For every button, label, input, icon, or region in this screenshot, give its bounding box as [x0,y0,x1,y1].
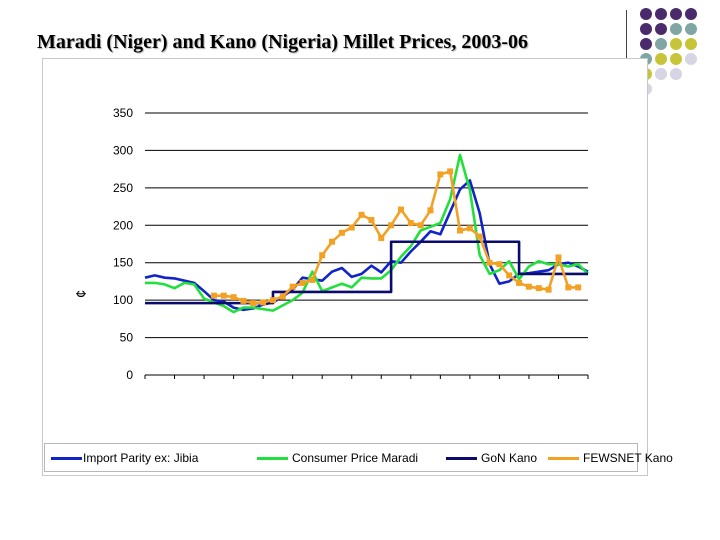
data-point-marker [250,300,257,307]
decorative-dot [670,68,682,80]
decorative-dot [670,23,682,35]
data-point-marker [575,284,582,291]
data-point-marker [535,285,542,292]
y-tick-label: 250 [113,181,133,195]
legend-label-import-parity: Import Parity ex: Jibia [83,451,199,465]
y-tick-label: 200 [113,218,133,232]
data-point-marker [329,238,336,245]
chart-frame [42,58,648,476]
legend-label-gon-kano: GoN Kano [481,451,538,465]
decorative-dot [685,53,697,65]
data-point-marker [525,283,532,290]
y-axis-label: ¢ [73,290,90,298]
data-point-marker [210,292,217,299]
data-point-marker [378,235,385,242]
data-point-marker [230,294,237,301]
data-point-marker [269,297,276,304]
decorative-dot [685,23,697,35]
legend-swatch-import-parity [51,457,82,460]
data-point-marker [348,224,355,231]
data-point-marker [368,217,375,224]
data-point-marker [260,299,267,306]
decorative-dot [640,8,652,20]
y-tick-label: 0 [126,368,133,382]
title-divider [626,10,627,62]
decorative-dot [640,23,652,35]
legend-swatch-consumer-price [257,457,288,460]
series-line-2 [145,240,588,305]
chart-legend: Import Parity ex: Jibia Consumer Price M… [44,443,673,472]
series-line-0 [144,179,589,312]
data-point-marker [338,229,345,236]
decorative-dot [640,38,652,50]
data-point-marker [427,207,434,214]
decorative-dot [655,68,667,80]
decorative-dot [685,8,697,20]
decorative-dot [670,53,682,65]
legend-label-consumer-price: Consumer Price Maradi [292,451,419,465]
y-tick-label: 350 [113,106,133,120]
decorative-dot [655,53,667,65]
data-point-marker [358,211,365,218]
data-point-marker [486,259,493,266]
data-point-marker [417,222,424,229]
data-point-marker [466,225,473,232]
data-point-marker [289,283,296,290]
y-tick-label: 100 [113,293,133,307]
decorative-dot [685,38,697,50]
series-line-1 [145,153,589,314]
data-point-marker [457,227,464,234]
data-point-marker [279,293,286,300]
decorative-dot [655,23,667,35]
decorative-dot [655,38,667,50]
data-point-marker [319,252,326,259]
decorative-dot [655,8,667,20]
data-point-marker [555,254,562,261]
y-tick-label: 300 [113,143,133,157]
data-point-marker [388,222,395,229]
data-point-marker [565,284,572,291]
data-point-marker [545,286,552,293]
data-point-marker [220,292,227,299]
data-point-marker [407,220,414,227]
series-line-3 [213,170,579,305]
data-point-marker [299,279,306,286]
decorative-dot [670,38,682,50]
data-point-marker [309,276,316,283]
data-point-marker [506,272,513,279]
legend-swatch-gon-kano [446,457,477,460]
data-point-marker [437,171,444,178]
data-point-marker [240,297,247,304]
data-point-marker [496,261,503,268]
y-tick-label: 150 [113,256,133,270]
legend-swatch-fewsnet-kano [548,457,579,460]
legend-label-fewsnet-kano: FEWSNET Kano [583,451,673,465]
slide-title: Maradi (Niger) and Kano (Nigeria) Millet… [37,31,528,53]
decorative-dot [670,8,682,20]
data-point-marker [516,279,523,286]
data-point-marker [447,168,454,175]
y-tick-label: 50 [120,331,134,345]
data-point-marker [476,233,483,240]
data-point-marker [397,206,404,213]
